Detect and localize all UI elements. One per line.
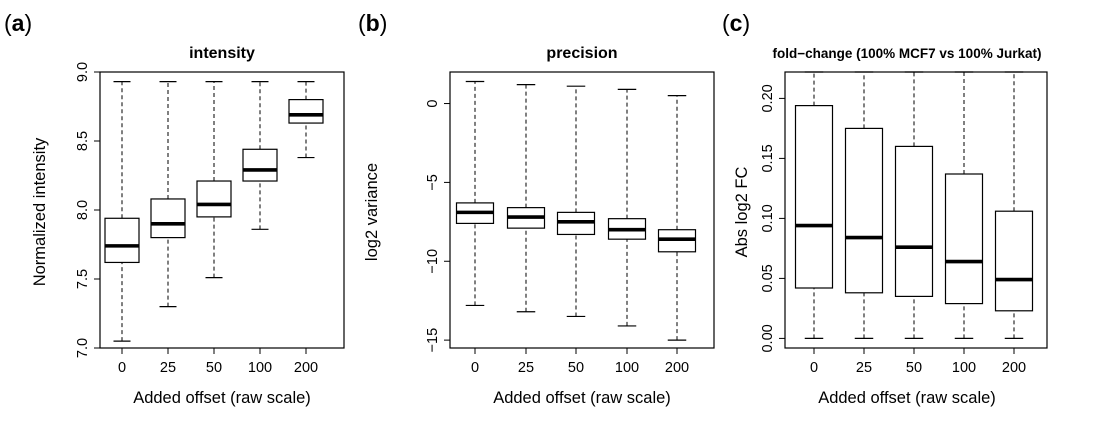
box [242, 148, 278, 182]
x-axis-label: Added offset (raw scale) [818, 389, 996, 407]
box [150, 198, 186, 239]
y-tick-label: 0.20 [760, 84, 776, 112]
chart-marks: 0 25 50 100 200 0.00 0.05 0.10 0.15 0.20 [760, 71, 1034, 376]
x-axis-label: Added offset (raw scale) [133, 389, 311, 407]
y-axis-label: Abs log2 FC [733, 167, 751, 258]
box [196, 180, 232, 218]
box [994, 210, 1034, 312]
chart-title: precision [546, 45, 617, 62]
chart-marks: 0 25 50 100 200 7.0 7.5 8.0 8.5 9.0 [75, 62, 324, 376]
x-tick-label: 100 [952, 360, 976, 376]
y-tick-label: 8.5 [75, 131, 91, 151]
y-tick-label: 0 [425, 100, 441, 108]
y-axis-label: Normalized intensity [31, 137, 49, 286]
y-tick-label: −15 [425, 328, 441, 353]
panel-letter-c: (c) [722, 10, 750, 36]
y-tick-label: 0.05 [760, 264, 776, 292]
chart-title: intensity [189, 45, 255, 62]
chart-intensity: intensity Added offset (raw scale) Norma… [31, 45, 345, 407]
y-axis-label: log2 variance [363, 163, 381, 261]
x-tick-label: 0 [810, 360, 818, 376]
x-tick-label: 200 [1002, 360, 1026, 376]
y-tick-label: −10 [425, 249, 441, 274]
y-tick-label: 7.5 [75, 269, 91, 289]
panel-letter-b: (b) [358, 10, 387, 36]
x-tick-label: 50 [568, 360, 584, 376]
y-tick-label: −5 [425, 174, 441, 191]
x-tick-label: 50 [906, 360, 922, 376]
x-axis-label: Added offset (raw scale) [493, 389, 671, 407]
y-tick-label: 0.00 [760, 324, 776, 352]
y-tick-label: 0.15 [760, 144, 776, 172]
box [844, 127, 884, 294]
y-tick-label: 8.0 [75, 200, 91, 220]
plot-frame [449, 71, 715, 349]
box [944, 173, 984, 305]
x-tick-label: 0 [471, 360, 479, 376]
chart-title: fold−change (100% MCF7 vs 100% Jurkat) [773, 46, 1042, 61]
panel-letter-a: (a) [4, 10, 32, 36]
x-tick-label: 100 [248, 360, 272, 376]
box [794, 104, 834, 289]
x-tick-label: 0 [118, 360, 126, 376]
x-tick-label: 200 [665, 360, 689, 376]
y-tick-label: 9.0 [75, 62, 91, 82]
chart-precision: precision Added offset (raw scale) log2 … [363, 45, 715, 407]
x-tick-label: 25 [856, 360, 872, 376]
x-tick-label: 25 [518, 360, 534, 376]
chart-fold-change: fold−change (100% MCF7 vs 100% Jurkat) A… [733, 46, 1048, 407]
y-tick-label: 7.0 [75, 338, 91, 358]
box [894, 145, 934, 297]
y-tick-label: 0.10 [760, 204, 776, 232]
chart-marks: 0 25 50 100 200 −15 −10 −5 0 [425, 80, 697, 376]
x-tick-label: 50 [206, 360, 222, 376]
x-tick-label: 100 [615, 360, 639, 376]
box [288, 98, 324, 124]
x-tick-label: 200 [294, 360, 318, 376]
box [104, 217, 140, 264]
x-tick-label: 25 [160, 360, 176, 376]
